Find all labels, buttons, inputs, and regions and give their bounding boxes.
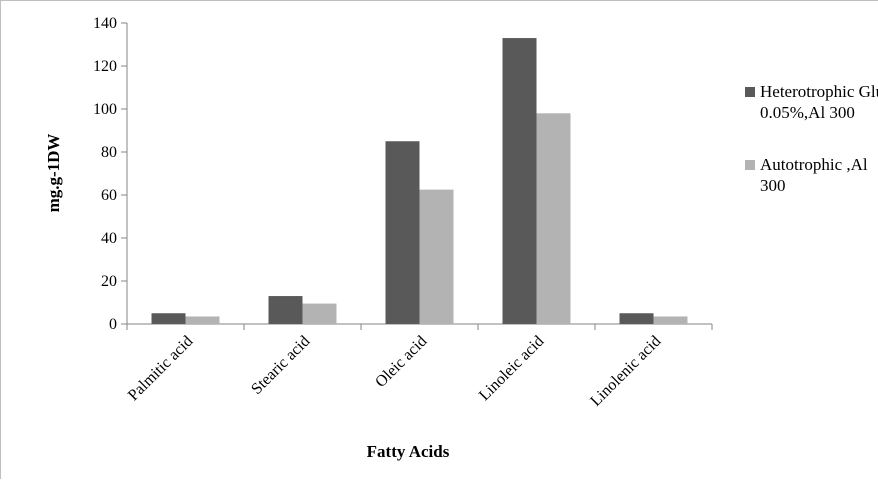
bar-autotrophic (653, 316, 688, 324)
bar-heterotrophic (385, 141, 420, 324)
y-tick-label: 40 (101, 230, 117, 247)
plot-area: 0 20 40 60 80 100 120 140 Palmitic acid Stearic a… (93, 15, 713, 410)
y-tick-label: 20 (101, 273, 117, 290)
x-axis-title: Fatty Acids (367, 442, 450, 461)
x-tick-label: Oleic acid (372, 333, 430, 391)
bar-heterotrophic (151, 313, 186, 324)
legend-swatch (745, 160, 755, 170)
y-tick-label: 0 (109, 316, 117, 333)
x-tick-label: Stearic acid (248, 333, 313, 398)
bar-autotrophic (419, 189, 454, 324)
legend-label: 0.05%,Al 300 (760, 103, 855, 122)
legend-label: Autotrophic ,Al (760, 155, 868, 174)
y-tick-label: 100 (93, 101, 117, 118)
bar-heterotrophic (268, 296, 303, 324)
y-tick-label: 120 (93, 58, 117, 75)
bar-autotrophic (536, 113, 571, 324)
bar-heterotrophic (619, 313, 654, 324)
y-tick-label: 80 (101, 144, 117, 161)
legend-label: 300 (760, 176, 786, 195)
y-tick-label: 140 (93, 15, 117, 32)
legend-label: Heterotrophic Glu (760, 82, 878, 101)
y-axis-title: mg.g-1DW (44, 134, 63, 213)
legend-swatch (745, 87, 755, 97)
x-tick-label: Linolenic acid (587, 333, 664, 410)
bar-autotrophic (185, 316, 220, 324)
x-tick-label: Linoleic acid (476, 333, 547, 404)
y-tick-label: 60 (101, 187, 117, 204)
legend: Heterotrophic Glu 0.05%,Al 300 Autotrophic… (745, 82, 878, 195)
bar-heterotrophic (502, 38, 537, 325)
bar-autotrophic (302, 303, 337, 324)
x-tick-label: Palmitic acid (125, 333, 196, 404)
